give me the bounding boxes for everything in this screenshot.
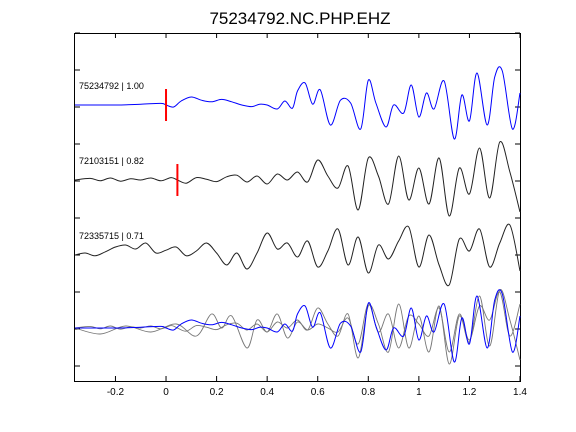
x-tick-label: 1.4	[513, 387, 527, 398]
x-tick-label: 1.2	[462, 387, 476, 398]
x-tick-label: -0.2	[107, 387, 125, 398]
trace-group	[74, 66, 521, 365]
x-tick-label: 0.2	[210, 387, 224, 398]
trace-line-2	[74, 141, 521, 217]
overlay-reference-trace	[74, 289, 521, 363]
x-tick-label: 0.8	[361, 387, 375, 398]
trace-label: 75234792 | 1.00	[79, 81, 144, 91]
x-tick-label: 0.6	[311, 387, 325, 398]
trace-line-3	[74, 223, 521, 287]
plot-frame	[74, 33, 521, 382]
chart-title: 75234792.NC.PHP.EHZ	[209, 9, 390, 28]
overlay-trace-3	[74, 291, 521, 353]
trace-labels: 75234792 | 1.00 72103151 | 0.82 72335715 |…	[79, 81, 144, 241]
trace-label: 72335715 | 0.71	[79, 231, 144, 241]
x-axis: -0.2 0 0.2 0.4 0.6 0.8 1 1.2 1.4	[107, 33, 527, 398]
x-tick-label: 0.4	[260, 387, 274, 398]
trace-label: 72103151 | 0.82	[79, 156, 144, 166]
x-tick-label: 0	[163, 387, 169, 398]
trace-line-1	[74, 66, 521, 140]
x-tick-label: 1	[416, 387, 422, 398]
